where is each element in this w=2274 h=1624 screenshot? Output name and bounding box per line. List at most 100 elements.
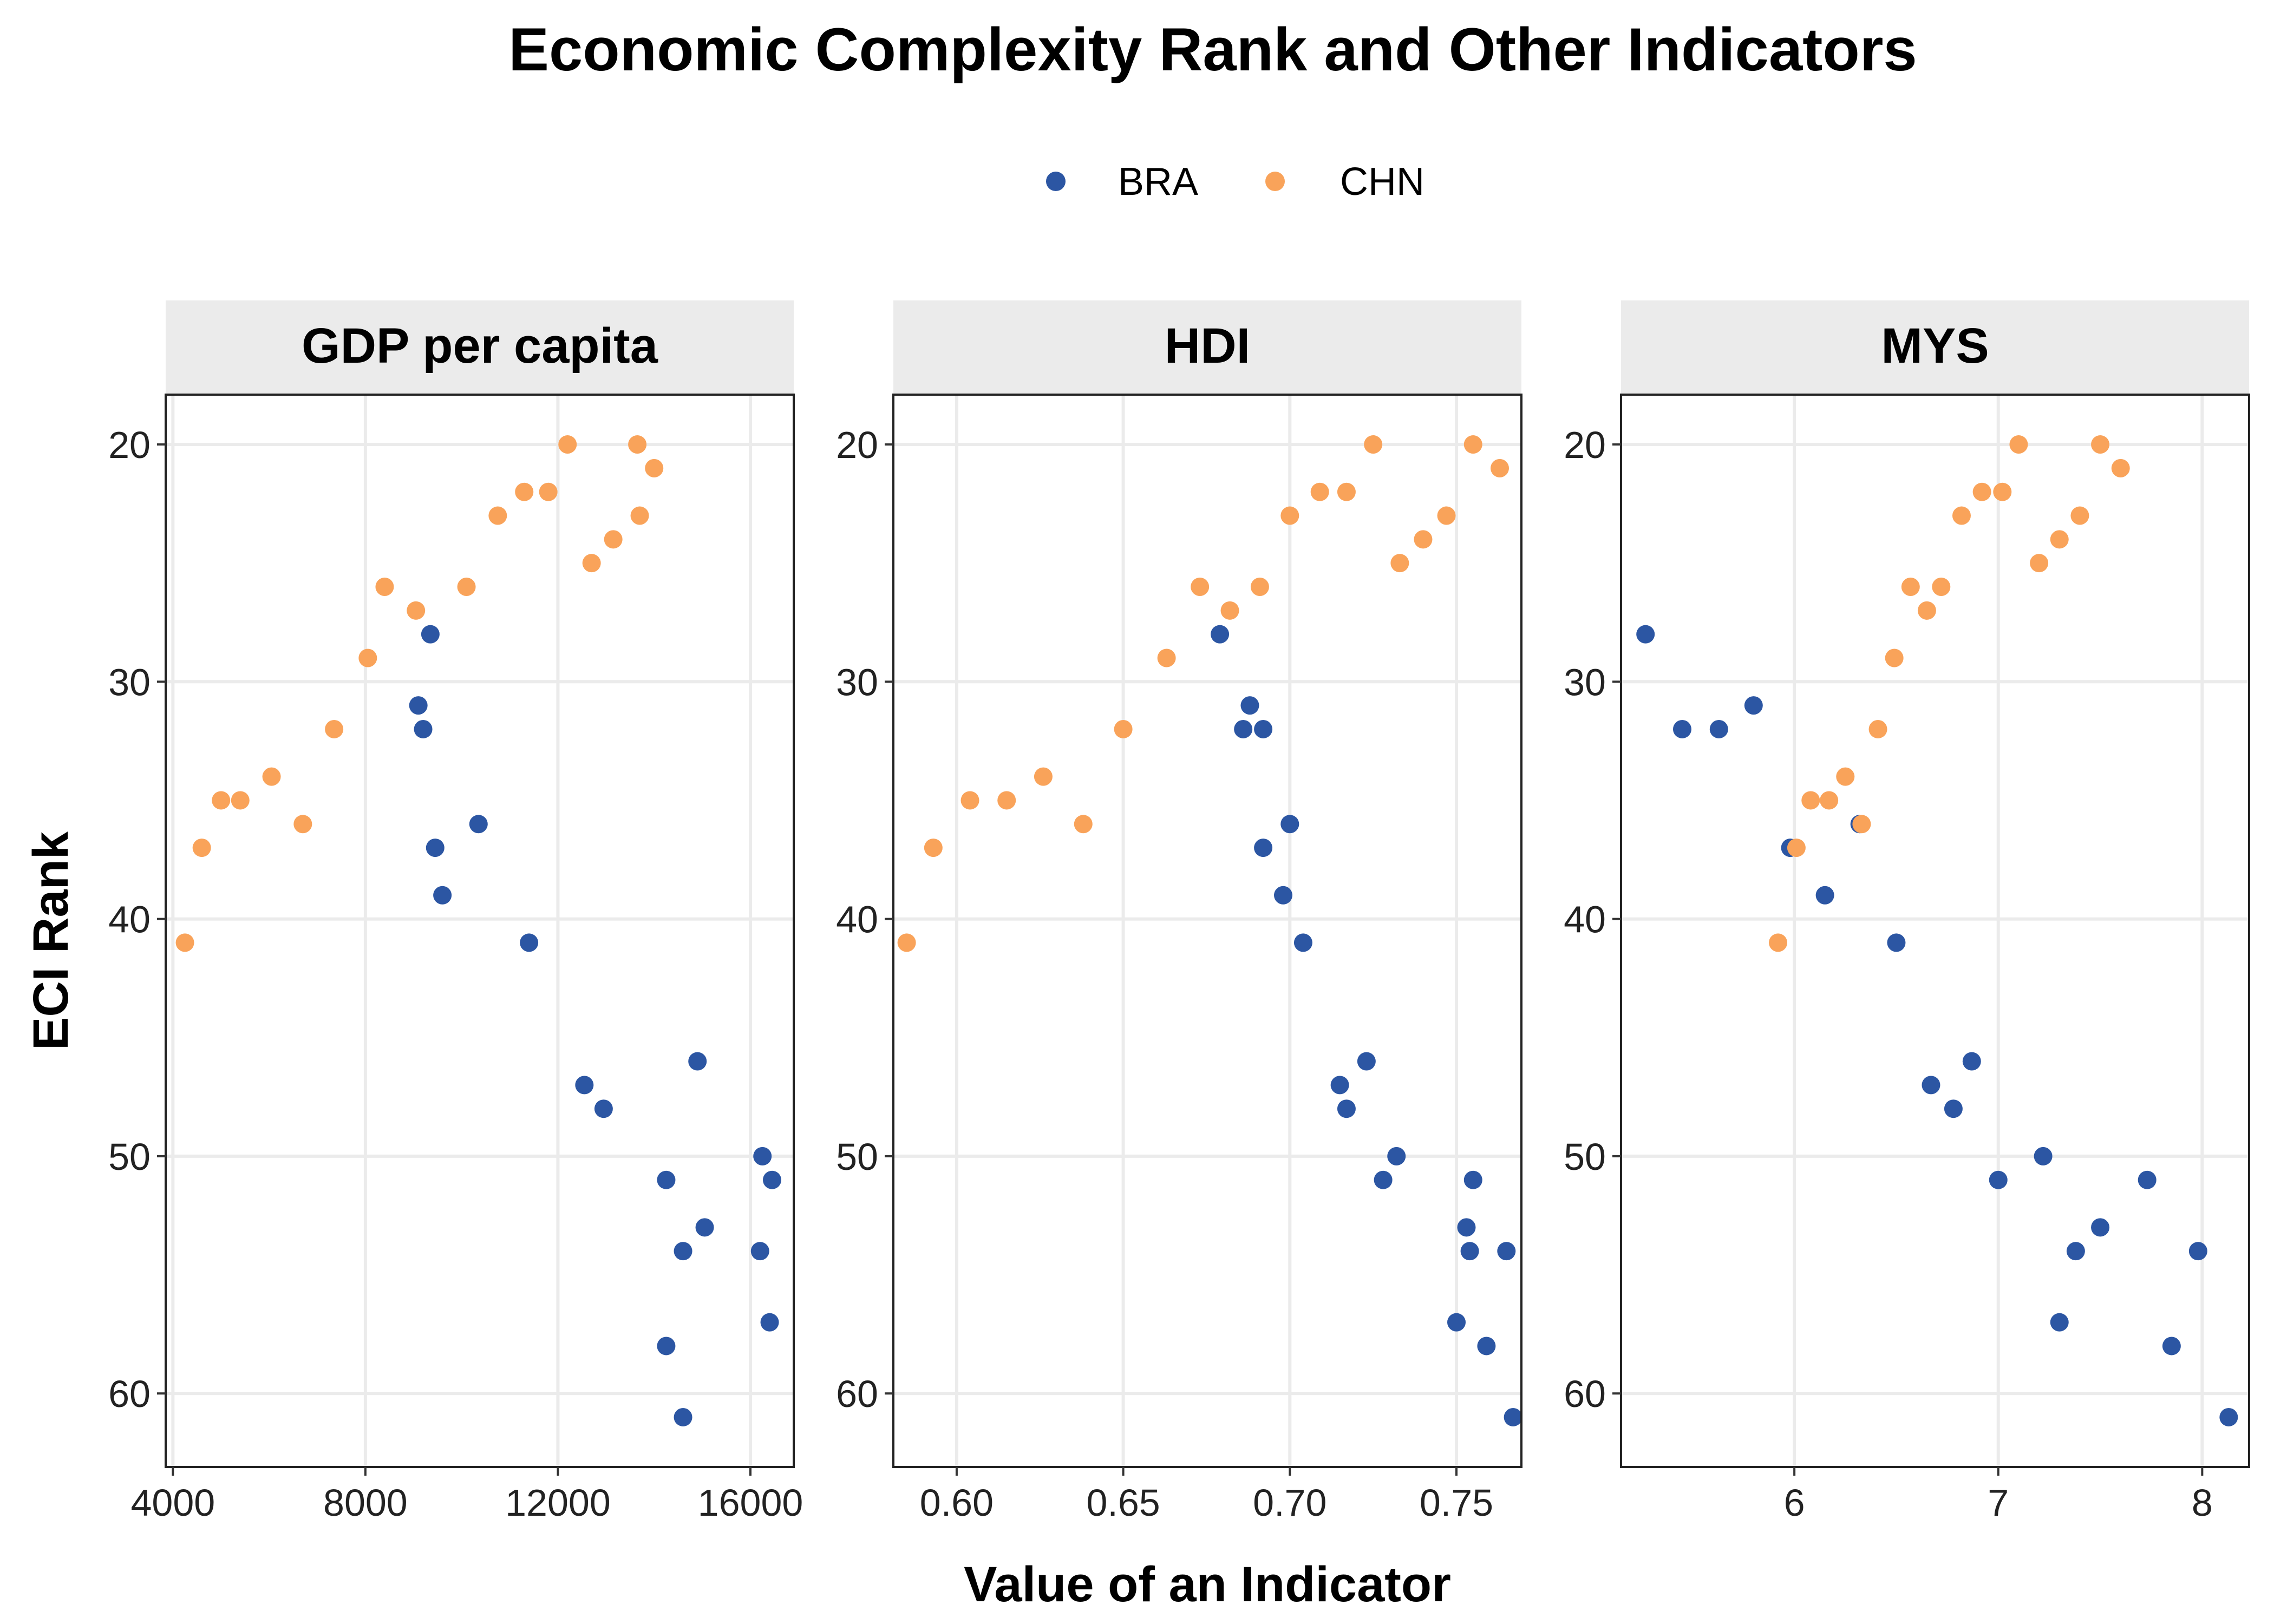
point-chn xyxy=(1157,649,1176,667)
point-bra xyxy=(433,886,452,905)
point-chn xyxy=(457,578,476,597)
point-chn xyxy=(1972,482,1991,501)
y-axis-title: ECI Rank xyxy=(23,831,79,1050)
y-tick-label: 50 xyxy=(108,1136,151,1178)
point-chn xyxy=(1901,578,1920,597)
point-chn xyxy=(1390,554,1409,573)
point-chn xyxy=(1769,933,1787,952)
point-chn xyxy=(997,791,1016,810)
point-chn xyxy=(488,506,507,525)
point-chn xyxy=(1114,719,1133,738)
point-chn xyxy=(539,482,558,501)
point-chn xyxy=(1993,482,2012,501)
point-chn xyxy=(1932,578,1951,597)
point-chn xyxy=(1868,719,1887,738)
point-bra xyxy=(1211,625,1230,644)
point-bra xyxy=(1887,933,1906,952)
point-bra xyxy=(760,1313,779,1332)
point-chn xyxy=(1364,435,1383,454)
point-bra xyxy=(1744,696,1763,715)
point-chn xyxy=(407,601,426,620)
point-chn xyxy=(358,649,377,667)
panel-gdp-per-capita: GDP per capita 4000 8000 12000 16000 20 30 40 5… xyxy=(108,300,803,1524)
point-bra xyxy=(1240,696,1259,715)
point-bra xyxy=(1254,839,1273,857)
strip-background xyxy=(166,300,794,395)
y-tick-label: 60 xyxy=(836,1373,878,1415)
point-chn xyxy=(645,459,664,477)
point-chn xyxy=(2070,506,2089,525)
chart-title: Economic Complexity Rank and Other Indic… xyxy=(508,16,1917,83)
point-chn xyxy=(1191,578,1210,597)
point-bra xyxy=(1280,815,1299,834)
point-chn xyxy=(897,933,916,952)
point-chn xyxy=(1280,506,1299,525)
strip-background xyxy=(1621,300,2249,395)
point-chn xyxy=(175,933,194,952)
point-chn xyxy=(1836,767,1855,786)
legend-key-chn xyxy=(1265,172,1285,191)
point-chn xyxy=(1885,649,1904,667)
point-bra xyxy=(1234,719,1253,738)
point-bra xyxy=(421,625,440,644)
y-tick-label: 30 xyxy=(836,661,878,703)
y-tick-label: 20 xyxy=(108,424,151,466)
x-tick-label: 0.60 xyxy=(920,1482,994,1524)
point-bra xyxy=(1497,1242,1516,1261)
point-bra xyxy=(1274,886,1292,905)
point-chn xyxy=(2030,554,2049,573)
y-tick-label: 40 xyxy=(836,899,878,941)
y-tick-label: 40 xyxy=(108,899,151,941)
point-chn xyxy=(1491,459,1509,477)
point-bra xyxy=(520,933,539,952)
point-bra xyxy=(1962,1052,1981,1071)
x-tick-label: 4000 xyxy=(130,1482,215,1524)
point-bra xyxy=(1815,886,1834,905)
panel-hdi: HDI 0.60 0.65 0.70 0.75 20 30 40 50 60 xyxy=(836,300,1522,1524)
point-bra xyxy=(1387,1147,1406,1165)
point-bra xyxy=(688,1052,707,1071)
point-chn xyxy=(1437,506,1456,525)
point-chn xyxy=(1250,578,1269,597)
point-bra xyxy=(1944,1099,1963,1118)
point-chn xyxy=(630,506,649,525)
x-tick-label: 6 xyxy=(1784,1482,1805,1524)
legend-label-bra: BRA xyxy=(1118,160,1198,204)
point-bra xyxy=(674,1407,692,1426)
panel-border xyxy=(892,394,1522,1468)
x-axis-title: Value of an Indicator xyxy=(964,1557,1451,1612)
point-chn xyxy=(604,530,623,549)
point-bra xyxy=(469,815,488,834)
point-bra xyxy=(750,1242,769,1261)
point-bra xyxy=(2091,1218,2110,1237)
strip-label-mys: MYS xyxy=(1881,318,1989,374)
point-chn xyxy=(1952,506,1971,525)
point-bra xyxy=(1477,1337,1496,1355)
point-bra xyxy=(2188,1242,2207,1261)
point-chn xyxy=(2091,435,2110,454)
strip-background xyxy=(893,300,1521,395)
y-tick-label: 60 xyxy=(108,1373,151,1415)
point-bra xyxy=(695,1218,714,1237)
point-bra xyxy=(2162,1337,2181,1355)
point-bra xyxy=(1460,1242,1479,1261)
x-tick-label: 0.65 xyxy=(1086,1482,1160,1524)
point-bra xyxy=(409,696,428,715)
point-chn xyxy=(2050,530,2069,549)
point-bra xyxy=(1709,719,1728,738)
point-bra xyxy=(657,1170,676,1189)
point-bra xyxy=(1636,625,1655,644)
point-bra xyxy=(1357,1052,1376,1071)
legend: BRA CHN xyxy=(1046,160,1424,204)
point-bra xyxy=(575,1076,594,1095)
point-bra xyxy=(1457,1218,1476,1237)
point-chn xyxy=(2009,435,2028,454)
point-chn xyxy=(2111,459,2130,477)
legend-key-bra xyxy=(1046,172,1066,191)
point-chn xyxy=(515,482,534,501)
point-chn xyxy=(558,435,577,454)
point-chn xyxy=(1787,839,1806,857)
point-bra xyxy=(1337,1099,1356,1118)
point-bra xyxy=(657,1337,676,1355)
